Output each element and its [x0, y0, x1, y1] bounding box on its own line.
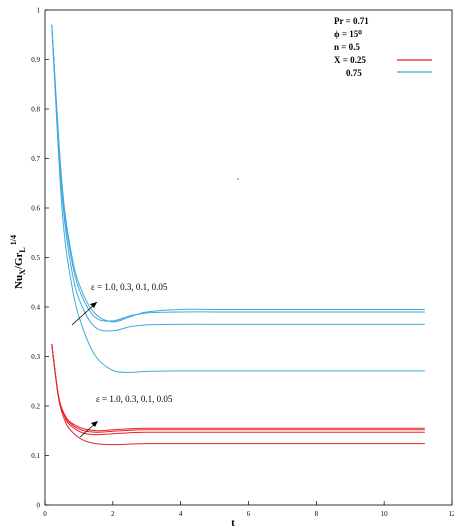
param-x: X = 0.25 [334, 55, 366, 65]
y-tick-label: 0.9 [31, 56, 40, 64]
y-label-main: Nu [13, 275, 25, 289]
x-tick-label: 2 [111, 510, 115, 518]
legend-x2-value: 0.75 [346, 68, 362, 78]
x-tick-label: 12 [449, 510, 454, 518]
series-line-x075-eps-0_05 [51, 24, 425, 373]
y-tick-label: 0.6 [31, 205, 40, 213]
annotation-arrowhead-blue [90, 302, 97, 308]
stray-dot [237, 178, 239, 180]
series-layer [51, 24, 425, 446]
series-line-x025-eps-0_1 [51, 344, 425, 436]
x-tick-label: 10 [381, 510, 389, 518]
y-tick-label: 0.4 [31, 304, 40, 312]
y-axis-label: NuX/GrL1/4 [9, 235, 27, 289]
x-tick-label: 6 [247, 510, 251, 518]
y-label-mid: /Gr [13, 253, 25, 271]
x-axis-ticks: 0 2 4 6 8 10 12 [43, 501, 454, 518]
x-tick-label: 4 [179, 510, 183, 518]
y-label-sub-l: L [18, 247, 27, 252]
y-tick-label: 0.2 [31, 403, 40, 411]
y-axis-ticks: 0 0.1 0.2 0.3 0.4 0.5 0.6 0.7 0.8 0.9 1 [31, 7, 49, 510]
y-tick-label: 0.1 [31, 452, 40, 460]
y-label-sup: 1/4 [9, 235, 18, 245]
annotation-epsilon-red: ε = 1.0, 0.3, 0.1, 0.05 [96, 394, 173, 404]
param-pr: Pr = 0.71 [334, 16, 369, 26]
y-tick-label: 0.8 [31, 106, 40, 114]
x-tick-label: 8 [315, 510, 319, 518]
y-label-sub-x: X [18, 269, 27, 275]
y-tick-label: 0.3 [31, 353, 40, 361]
param-phi: ϕ = 15⁰ [334, 29, 362, 39]
series-line-x025-eps-0_3 [51, 344, 425, 433]
y-tick-label: 0 [37, 502, 41, 510]
series-line-x075-eps-0_3 [51, 24, 425, 322]
y-tick-label: 0.7 [31, 155, 40, 163]
annotation-arrowhead-red [91, 421, 98, 427]
y-tick-label: 1 [37, 7, 41, 15]
series-line-x075-eps-0_1 [51, 24, 425, 332]
x-tick-label: 0 [43, 510, 47, 518]
series-line-x075-eps-1_0 [51, 24, 425, 323]
series-line-x025-eps-0_05 [51, 344, 425, 446]
legend: Pr = 0.71 ϕ = 15⁰ n = 0.5 X = 0.25 0.75 [334, 16, 432, 78]
annotation-epsilon-blue: ε = 1.0, 0.3, 0.1, 0.05 [91, 282, 168, 292]
series-line-x025-eps-1_0 [51, 344, 425, 432]
param-n: n = 0.5 [334, 42, 360, 52]
y-tick-label: 0.5 [31, 254, 40, 262]
x-axis-label: t [231, 517, 235, 529]
